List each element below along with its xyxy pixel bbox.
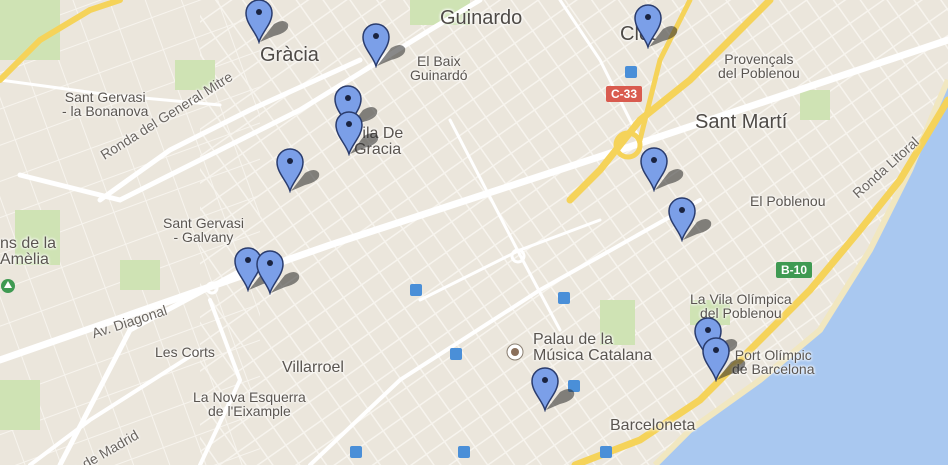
label-palau-musica-catalana: Palau de la Música Catalana (533, 331, 653, 364)
poi-park-icon[interactable] (0, 278, 16, 296)
road-shield-b10: B-10 (776, 262, 813, 278)
road-shield-c33: C-33 (606, 86, 643, 102)
map-marker-icon[interactable] (275, 147, 327, 194)
label-sant-gervasi-galvany: Sant Gervasi - Galvany (163, 215, 244, 245)
map-marker-icon[interactable] (361, 22, 413, 69)
metro-station-icon[interactable] (450, 348, 462, 360)
label-provencals: Provençals del Poblenou (718, 51, 800, 81)
label-les-corts: Les Corts (155, 344, 215, 360)
map-marker-icon[interactable] (244, 0, 296, 45)
label-gracia: Gràcia (260, 44, 319, 66)
label-barceloneta: Barceloneta (610, 417, 696, 434)
metro-station-icon[interactable] (558, 292, 570, 304)
metro-station-icon[interactable] (568, 380, 580, 392)
label-el-baix-guinardo: El Baix Guinardó (410, 53, 468, 83)
label-sant-marti: Sant Martí (695, 111, 788, 133)
label-el-poblenou: El Poblenou (750, 193, 826, 209)
map-marker-icon[interactable] (530, 366, 582, 413)
metro-station-icon[interactable] (350, 446, 362, 458)
map-marker-icon[interactable] (701, 336, 753, 383)
map-marker-icon[interactable] (633, 3, 685, 50)
label-sant-gervasi-bonanova: Sant Gervasi - la Bonanova (62, 89, 149, 119)
metro-station-icon[interactable] (625, 66, 637, 78)
map-marker-icon[interactable] (667, 196, 719, 243)
metro-station-icon[interactable] (458, 446, 470, 458)
map-marker-icon[interactable] (255, 249, 307, 296)
label-vila-olimpica: La Vila Olímpica del Poblenou (690, 291, 792, 321)
sea (655, 80, 948, 465)
metro-station-icon[interactable] (600, 446, 612, 458)
poi-museum-icon[interactable] (506, 343, 524, 361)
map-marker-icon[interactable] (334, 110, 386, 157)
label-guinardo: Guinardo (440, 7, 523, 29)
metro-station-icon[interactable] (410, 284, 422, 296)
label-villarroel: Villarroel (282, 359, 344, 376)
label-amelia: ns de la Amèlia (0, 235, 57, 268)
label-nova-esquerra-eixample: La Nova Esquerra de l'Eixample (193, 389, 306, 419)
map-marker-icon[interactable] (639, 146, 691, 193)
